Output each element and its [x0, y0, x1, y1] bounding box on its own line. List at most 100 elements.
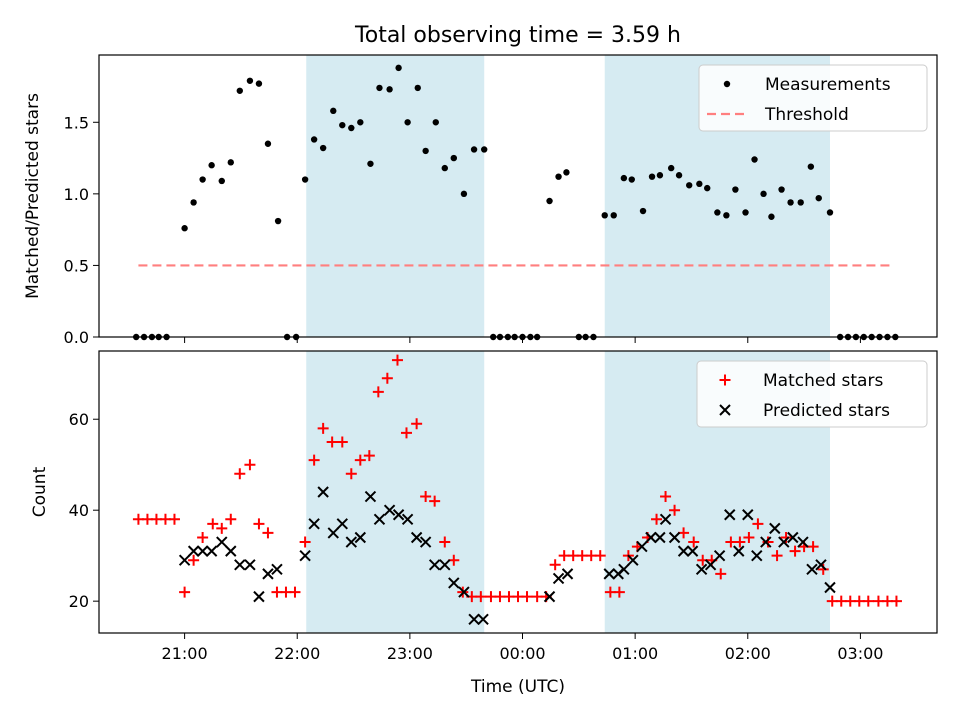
matched-point [549, 559, 561, 571]
predicted-point [561, 568, 574, 580]
panel-counts: 20 40 60 21:00 22:00 23:00 00:00 01:00 02:00 03:… [30, 350, 938, 697]
matched-point [234, 468, 246, 480]
x-tick-label: 03:00 [837, 644, 883, 663]
measurement-point [414, 84, 421, 92]
matched-point [262, 527, 274, 539]
matched-point [289, 586, 301, 598]
matched-point [521, 591, 533, 603]
legend-box [696, 360, 928, 428]
x-tick-label: 21:00 [162, 644, 208, 663]
predicted-point [419, 536, 432, 548]
matched-point [225, 513, 237, 525]
predicted-point [383, 504, 396, 516]
matched-point [807, 541, 819, 553]
measurement-point [760, 190, 767, 198]
matched-point [168, 513, 180, 525]
matched-point [400, 427, 412, 439]
predicted-point [787, 531, 799, 544]
matched-point [651, 513, 663, 525]
predicted-point [364, 490, 377, 503]
measurement-point [648, 173, 656, 180]
matched-point [326, 436, 338, 448]
measurement-point [797, 199, 804, 206]
predicted-point [751, 549, 763, 562]
measurement-point [751, 156, 758, 163]
measurement-point [441, 164, 448, 172]
measurement-point [686, 182, 693, 189]
predicted-point [178, 554, 191, 566]
measurement-point [199, 176, 206, 183]
matched-point [363, 450, 375, 462]
predicted-point [654, 531, 666, 544]
matched-point [299, 536, 311, 548]
predicted-point [428, 559, 441, 571]
x-axis-ticks [184, 337, 861, 343]
x-tick-label: 23:00 [387, 644, 433, 663]
predicted-point [187, 545, 200, 557]
measurement-point [787, 199, 794, 206]
legend-marker [719, 374, 731, 386]
matched-point [411, 418, 423, 430]
measurement-point [675, 172, 683, 179]
predicted-point [373, 513, 386, 525]
y-tick-label: 0.0 [64, 328, 89, 347]
predicted-point [234, 559, 246, 571]
matched-point [354, 454, 366, 466]
predicted-point [196, 545, 209, 557]
matched-point [336, 436, 348, 448]
measurement-point [610, 212, 617, 219]
measurement-point [450, 154, 457, 162]
matched-point [688, 536, 700, 548]
legend: Measurements Threshold [698, 64, 928, 132]
measurement-point [339, 121, 346, 129]
legend-label: Predicted stars [763, 401, 890, 421]
matched-point [771, 550, 783, 562]
measurement-point [656, 172, 664, 179]
y-tick-label: 1.5 [64, 113, 89, 132]
y-axis-ticks: 0.0 0.5 1.0 1.5 [64, 113, 99, 347]
measurement-point [768, 213, 775, 220]
y-axis-label: Matched/Predicted stars [23, 93, 43, 299]
measurement-point [732, 186, 739, 193]
predicted-point [760, 536, 772, 548]
y-tick-label: 1.0 [64, 185, 89, 204]
x-tick-label: 02:00 [725, 644, 771, 663]
measurement-point [236, 87, 243, 94]
matched-point [420, 491, 432, 503]
predicted-point [552, 572, 565, 585]
measurement-point [422, 147, 429, 155]
matched-point [743, 531, 755, 543]
legend-marker [719, 404, 731, 416]
predicted-point [806, 563, 818, 576]
measurement-point [826, 209, 834, 216]
predicted-point [354, 531, 367, 544]
predicted-point [439, 559, 451, 571]
predicted-point [686, 545, 699, 557]
measurement-point [696, 180, 703, 188]
measurement-point [639, 207, 647, 215]
predicted-point [668, 531, 681, 544]
legend-label: Matched stars [763, 371, 883, 391]
matched-point [789, 545, 801, 557]
matched-point [613, 586, 625, 598]
measurement-point [218, 177, 225, 185]
measurement-point [714, 209, 721, 216]
matched-point [253, 518, 265, 530]
predicted-point [271, 563, 283, 576]
predicted-point [724, 509, 736, 521]
predicted-point [468, 613, 480, 626]
measurement-point [628, 176, 635, 183]
measurement-point [301, 176, 309, 183]
measurement-point [319, 144, 327, 152]
legend-box [698, 64, 928, 132]
measurement-point [310, 136, 318, 143]
shaded-region [306, 55, 485, 337]
x-tick-label: 22:00 [274, 644, 320, 663]
predicted-point [543, 590, 556, 603]
measurement-point [555, 173, 562, 180]
measurement-point [395, 64, 402, 72]
matched-point [345, 468, 357, 480]
predicted-point [769, 522, 781, 535]
predicted-point [704, 559, 717, 571]
predicted-point [695, 563, 708, 576]
